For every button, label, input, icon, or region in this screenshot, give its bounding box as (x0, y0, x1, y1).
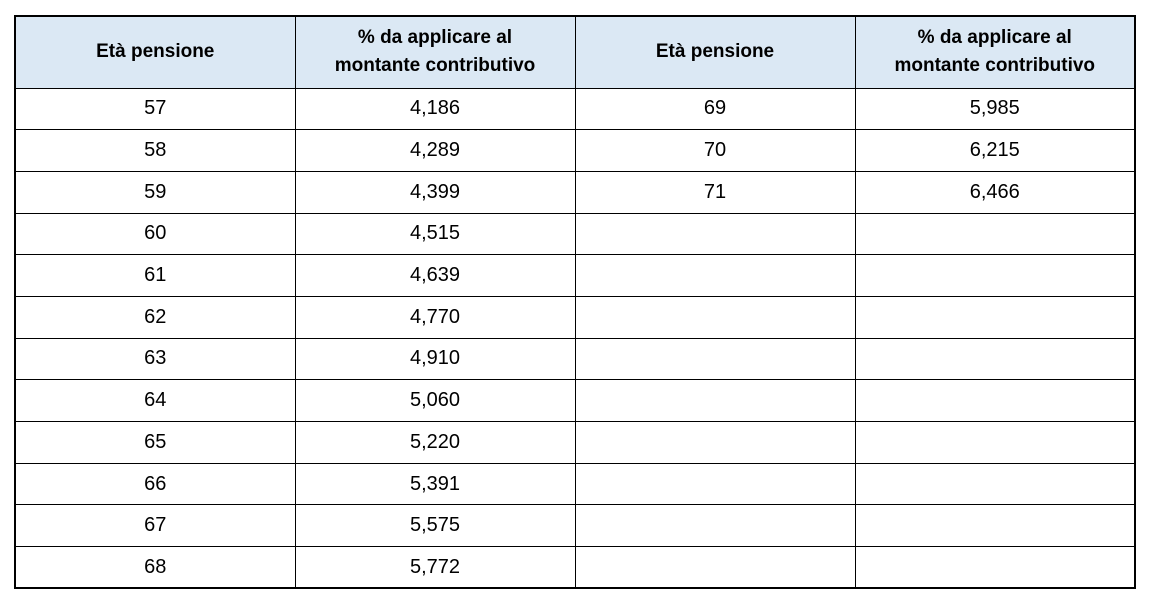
age-cell (574, 337, 856, 381)
table-row: 64 5,060 (14, 379, 1136, 422)
age-cell: 63 (14, 337, 296, 381)
percentage-cell: 4,399 (294, 170, 576, 214)
table-row: 67 5,575 (14, 504, 1136, 548)
percentage-cell (854, 254, 1136, 297)
column-header: Età pensione (574, 15, 856, 89)
percentage-cell: 4,910 (294, 337, 576, 381)
percentage-cell: 6,466 (854, 170, 1136, 214)
table-row: 59 4,399 71 6,466 (14, 170, 1136, 214)
age-cell (574, 295, 856, 339)
age-cell (574, 504, 856, 548)
percentage-cell (854, 504, 1136, 548)
percentage-cell (854, 462, 1136, 506)
percentage-cell (854, 379, 1136, 422)
age-cell (574, 462, 856, 506)
column-header: Età pensione (14, 15, 296, 89)
age-cell: 70 (574, 129, 856, 172)
table-row: 63 4,910 (14, 337, 1136, 381)
percentage-cell: 4,770 (294, 295, 576, 339)
age-cell: 60 (14, 212, 296, 256)
table-row: 68 5,772 (14, 546, 1136, 589)
table-body: 57 4,186 69 5,985 58 4,289 70 6,215 59 4,399 71 6,4… (14, 87, 1136, 589)
table-row: 60 4,515 (14, 212, 1136, 256)
percentage-cell: 4,639 (294, 254, 576, 297)
table-row: 65 5,220 (14, 421, 1136, 464)
percentage-cell: 4,186 (294, 87, 576, 131)
age-cell: 67 (14, 504, 296, 548)
age-cell (574, 254, 856, 297)
age-cell (574, 379, 856, 422)
percentage-cell (854, 337, 1136, 381)
table-row: 57 4,186 69 5,985 (14, 87, 1136, 131)
age-cell (574, 546, 856, 589)
table-row: 61 4,639 (14, 254, 1136, 297)
age-cell: 66 (14, 462, 296, 506)
percentage-cell (854, 421, 1136, 464)
header-row: Età pensione% da applicare al montante c… (14, 15, 1136, 89)
age-cell: 69 (574, 87, 856, 131)
table-row: 58 4,289 70 6,215 (14, 129, 1136, 172)
percentage-cell: 4,515 (294, 212, 576, 256)
age-cell (574, 421, 856, 464)
percentage-cell: 5,575 (294, 504, 576, 548)
column-header: % da applicare al montante contributivo (294, 15, 576, 89)
age-cell: 58 (14, 129, 296, 172)
percentage-cell: 6,215 (854, 129, 1136, 172)
table-row: 66 5,391 (14, 462, 1136, 506)
table-row: 62 4,770 (14, 295, 1136, 339)
percentage-cell: 5,985 (854, 87, 1136, 131)
age-cell: 62 (14, 295, 296, 339)
age-cell: 57 (14, 87, 296, 131)
percentage-cell: 5,391 (294, 462, 576, 506)
age-cell: 68 (14, 546, 296, 589)
percentage-cell: 4,289 (294, 129, 576, 172)
percentage-cell (854, 295, 1136, 339)
age-cell: 64 (14, 379, 296, 422)
age-cell: 61 (14, 254, 296, 297)
age-cell: 65 (14, 421, 296, 464)
pension-coefficients-table: Età pensione% da applicare al montante c… (14, 15, 1136, 590)
age-cell: 59 (14, 170, 296, 214)
percentage-cell: 5,060 (294, 379, 576, 422)
percentage-cell (854, 212, 1136, 256)
percentage-cell: 5,772 (294, 546, 576, 589)
age-cell (574, 212, 856, 256)
percentage-cell: 5,220 (294, 421, 576, 464)
age-cell: 71 (574, 170, 856, 214)
column-header: % da applicare al montante contributivo (854, 15, 1136, 89)
percentage-cell (854, 546, 1136, 589)
